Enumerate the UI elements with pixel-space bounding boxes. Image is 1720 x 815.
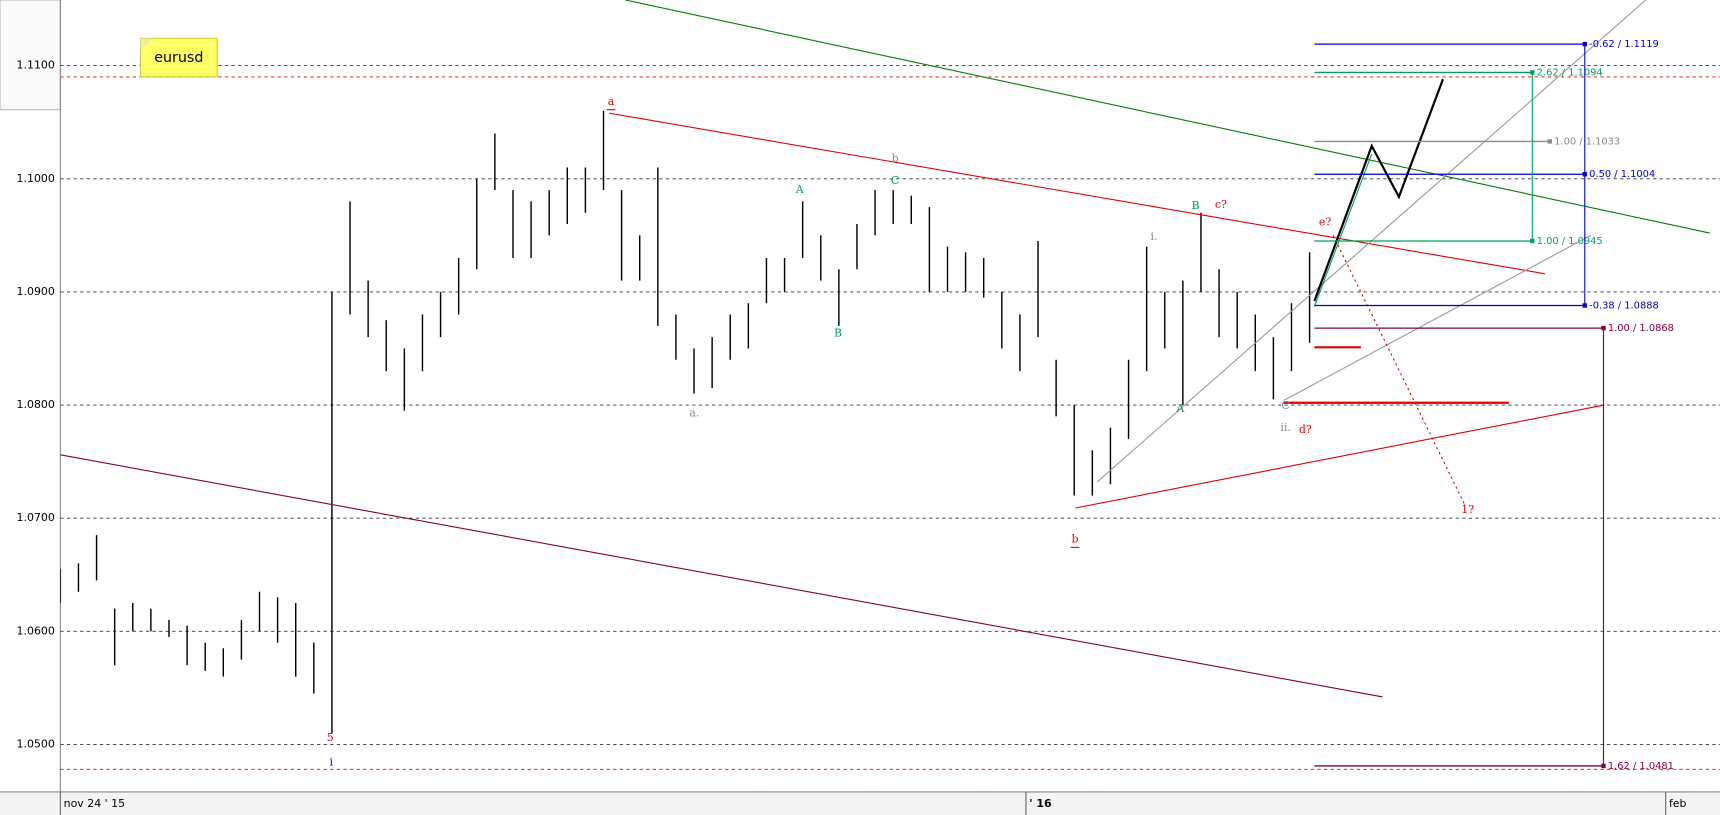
- y-tick-label: 1.0500: [17, 737, 55, 750]
- trend-line: [1313, 153, 1373, 307]
- wave-label: A: [1175, 402, 1185, 415]
- trend-line: [1075, 404, 1605, 509]
- corner-panel: [0, 0, 61, 111]
- x-tick-label: nov 24 ' 15: [64, 797, 125, 810]
- trend-line: [625, 0, 1710, 234]
- wave-label: b: [892, 152, 899, 165]
- fib-label: 2.62 / 1.1094: [1537, 67, 1603, 78]
- fib-label: 1.00 / 1.0945: [1537, 236, 1603, 247]
- y-tick-label: 1.1100: [17, 59, 55, 72]
- note-box: [139, 37, 218, 78]
- trend-line: [1332, 235, 1466, 505]
- trend-line: [1313, 78, 1444, 302]
- fib-label: 1.62 / 1.0481: [1608, 761, 1674, 772]
- wave-label: i: [330, 755, 334, 768]
- y-tick-label: 1.1000: [17, 172, 55, 185]
- note-fold: [140, 38, 154, 50]
- chart-title: eurusd: [154, 50, 203, 66]
- fib-label: 0.50 / 1.1004: [1589, 169, 1655, 180]
- overlay: -0.62 / 1.1119 2.62 / 1.1094 1.00 / 1.1033…: [327, 39, 1674, 772]
- fib-handle: [1582, 41, 1587, 47]
- fib-label: 1.00 / 1.0868: [1608, 323, 1674, 334]
- fib-label: -0.38 / 1.0888: [1589, 300, 1659, 311]
- fib-label: -0.62 / 1.1119: [1589, 39, 1659, 50]
- wave-label: ii.: [1280, 421, 1291, 434]
- wave-label: c?: [1215, 198, 1227, 211]
- wave-label: 5: [327, 731, 334, 744]
- wave-label: B: [834, 326, 842, 339]
- wave-label: b: [1071, 533, 1078, 546]
- fib-label: 1.00 / 1.1033: [1554, 136, 1620, 147]
- wave-label: e?: [1319, 216, 1331, 229]
- wave-label: a.: [689, 407, 699, 420]
- x-tick-label: feb: [1669, 797, 1687, 810]
- plot-area: [60, 0, 1720, 770]
- y-tick-label: 1.0700: [17, 511, 55, 524]
- x-tick-label: ' 16: [1029, 797, 1052, 810]
- trend-line: [608, 112, 1546, 275]
- wave-label: d?: [1299, 423, 1312, 436]
- wave-label: i.: [1150, 230, 1157, 243]
- trend-line: [60, 454, 1383, 698]
- y-tick-label: 1.0600: [17, 624, 55, 637]
- wave-label: C: [891, 174, 899, 187]
- wave-label: A: [795, 183, 805, 196]
- y-tick-label: 1.0800: [17, 398, 55, 411]
- wave-label: 1?: [1461, 503, 1474, 516]
- trend-line: [1283, 234, 1592, 401]
- wave-label: C: [1281, 399, 1289, 412]
- x-axis-band: [0, 791, 1720, 815]
- fib-handle: [1547, 139, 1552, 144]
- wave-label: a: [608, 95, 615, 108]
- wave-label: B: [1192, 199, 1200, 212]
- fib-handle: [1601, 763, 1606, 769]
- y-tick-label: 1.0900: [17, 285, 55, 298]
